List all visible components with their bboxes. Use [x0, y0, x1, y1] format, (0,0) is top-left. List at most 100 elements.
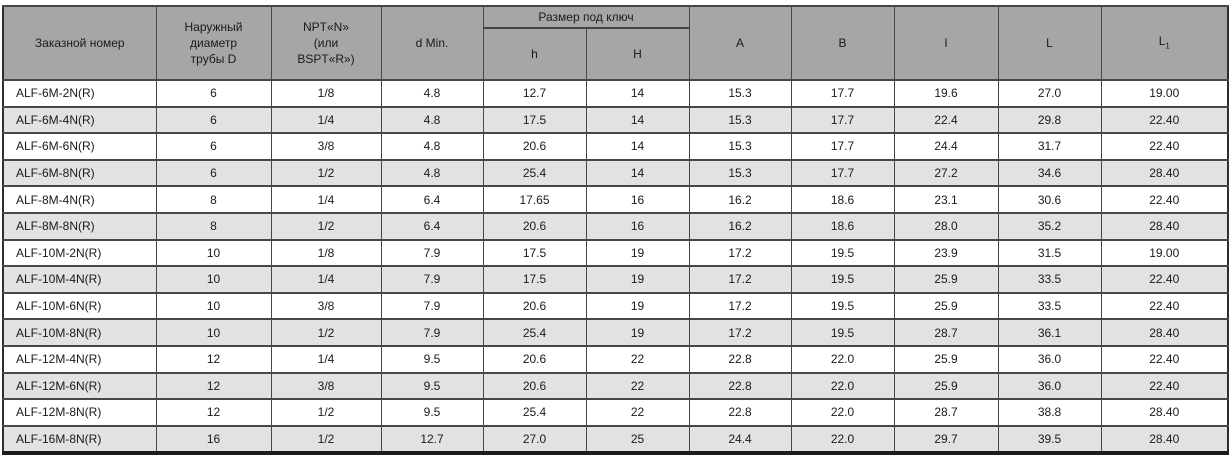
value-cell: 27.0 — [997, 79, 1102, 108]
table-row: ALF-8M-4N(R) 8 1/4 6.4 17.65 16 16.2 18.6 23.1 30… — [2, 185, 1229, 214]
table-row: ALF-8M-8N(R) 8 1/2 6.4 20.6 16 16.2 18.6 28.0 35.… — [2, 211, 1229, 241]
value-cell: 16.2 — [688, 211, 792, 241]
value-cell: 7.9 — [380, 318, 484, 347]
value-cell: 15.3 — [688, 158, 792, 188]
value-cell: 34.6 — [997, 158, 1102, 188]
value-cell: 22.40 — [1100, 265, 1229, 294]
value-cell: 19 — [585, 318, 690, 347]
order-number-cell: ALF-10M-4N(R) — [2, 265, 157, 294]
value-cell: 22 — [585, 398, 690, 427]
value-cell: 17.2 — [688, 291, 792, 321]
value-cell: 33.5 — [997, 291, 1102, 321]
value-cell: 10 — [155, 265, 272, 294]
value-cell: 1/2 — [270, 398, 382, 427]
value-cell: 22.0 — [790, 344, 895, 374]
order-number-cell: ALF-16M-8N(R) — [2, 424, 157, 455]
value-cell: 25.4 — [482, 398, 587, 427]
value-cell: 22.0 — [790, 398, 895, 427]
value-cell: 30.6 — [997, 185, 1102, 214]
order-number-cell: ALF-8M-8N(R) — [2, 211, 157, 241]
value-cell: 15.3 — [688, 132, 792, 161]
order-number-cell: ALF-12M-8N(R) — [2, 398, 157, 427]
value-cell: 25 — [585, 424, 690, 455]
value-cell: 20.6 — [482, 291, 587, 321]
value-cell: 17.2 — [688, 238, 792, 268]
order-number-cell: ALF-6M-2N(R) — [2, 79, 157, 108]
value-cell: 6 — [155, 132, 272, 161]
table-row: ALF-10M-2N(R) 10 1/8 7.9 17.5 19 17.2 19.5 23.9 3… — [2, 238, 1229, 268]
value-cell: 1/8 — [270, 238, 382, 268]
value-cell: 6.4 — [380, 211, 484, 241]
column-header-L1-base: L — [1158, 34, 1166, 49]
order-number-cell: ALF-8M-4N(R) — [2, 185, 157, 214]
column-header-l: l — [893, 5, 999, 81]
value-cell: 36.0 — [997, 344, 1102, 374]
value-cell: 22 — [585, 371, 690, 401]
value-cell: 17.7 — [790, 105, 895, 135]
value-cell: 12 — [155, 398, 272, 427]
value-cell: 4.8 — [380, 132, 484, 161]
value-cell: 7.9 — [380, 238, 484, 268]
table-row: ALF-6M-8N(R) 6 1/2 4.8 25.4 14 15.3 17.7 27.2 34.… — [2, 158, 1229, 188]
value-cell: 22.40 — [1100, 291, 1229, 321]
value-cell: 17.2 — [688, 265, 792, 294]
value-cell: 6 — [155, 79, 272, 108]
value-cell: 22.0 — [790, 424, 895, 455]
value-cell: 17.5 — [482, 265, 587, 294]
table-row: ALF-10M-6N(R) 10 3/8 7.9 20.6 19 17.2 19.5 25.9 3… — [2, 291, 1229, 321]
value-cell: 10 — [155, 291, 272, 321]
order-number-cell: ALF-6M-8N(R) — [2, 158, 157, 188]
value-cell: 16.2 — [688, 185, 792, 214]
value-cell: 10 — [155, 238, 272, 268]
value-cell: 22.8 — [688, 344, 792, 374]
value-cell: 19.5 — [790, 318, 895, 347]
column-header-h: h — [482, 27, 587, 81]
value-cell: 15.3 — [688, 105, 792, 135]
value-cell: 23.9 — [893, 238, 999, 268]
table-row: ALF-6M-6N(R) 6 3/8 4.8 20.6 14 15.3 17.7 24.4 31.… — [2, 132, 1229, 161]
value-cell: 18.6 — [790, 185, 895, 214]
value-cell: 29.7 — [893, 424, 999, 455]
table-header: Заказной номер Наружный диаметр трубы D … — [2, 5, 1229, 81]
value-cell: 17.5 — [482, 238, 587, 268]
column-header-A: A — [688, 5, 792, 81]
order-number-cell: ALF-6M-6N(R) — [2, 132, 157, 161]
value-cell: 23.1 — [893, 185, 999, 214]
value-cell: 22.40 — [1100, 371, 1229, 401]
value-cell: 36.1 — [997, 318, 1102, 347]
value-cell: 3/8 — [270, 371, 382, 401]
value-cell: 7.9 — [380, 265, 484, 294]
order-number-cell: ALF-6M-4N(R) — [2, 105, 157, 135]
spec-table: Заказной номер Наружный диаметр трубы D … — [2, 5, 1230, 456]
value-cell: 19.5 — [790, 238, 895, 268]
value-cell: 6 — [155, 105, 272, 135]
value-cell: 39.5 — [997, 424, 1102, 455]
value-cell: 22.40 — [1100, 105, 1229, 135]
value-cell: 22 — [585, 344, 690, 374]
value-cell: 20.6 — [482, 211, 587, 241]
value-cell: 12 — [155, 371, 272, 401]
order-number-cell: ALF-10M-2N(R) — [2, 238, 157, 268]
value-cell: 9.5 — [380, 344, 484, 374]
value-cell: 24.4 — [893, 132, 999, 161]
value-cell: 17.65 — [482, 185, 587, 214]
table-row: ALF-12M-8N(R) 12 1/2 9.5 25.4 22 22.8 22.0 28.7 3… — [2, 398, 1229, 427]
value-cell: 22.40 — [1100, 132, 1229, 161]
value-cell: 22.4 — [893, 105, 999, 135]
value-cell: 25.4 — [482, 158, 587, 188]
order-number-cell: ALF-10M-8N(R) — [2, 318, 157, 347]
column-header-B: B — [790, 5, 895, 81]
value-cell: 17.7 — [790, 132, 895, 161]
value-cell: 31.7 — [997, 132, 1102, 161]
value-cell: 9.5 — [380, 398, 484, 427]
value-cell: 19.00 — [1100, 79, 1229, 108]
value-cell: 19.00 — [1100, 238, 1229, 268]
value-cell: 1/2 — [270, 211, 382, 241]
value-cell: 12 — [155, 344, 272, 374]
value-cell: 19 — [585, 238, 690, 268]
value-cell: 22.40 — [1100, 344, 1229, 374]
value-cell: 28.40 — [1100, 424, 1229, 455]
value-cell: 17.5 — [482, 105, 587, 135]
column-header-L: L — [997, 5, 1102, 81]
value-cell: 25.9 — [893, 344, 999, 374]
